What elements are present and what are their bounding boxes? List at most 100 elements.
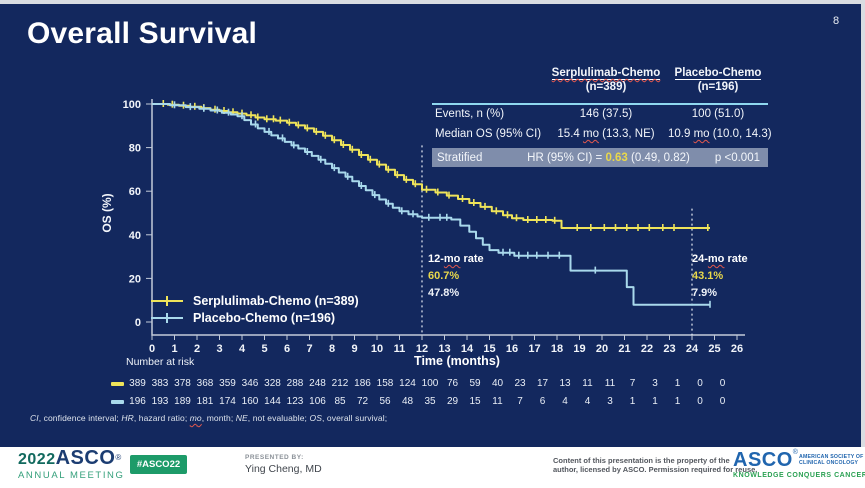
at-risk-value: 13 (559, 378, 571, 389)
at-risk-value: 11 (582, 378, 593, 389)
col-header-n: (n=196) (697, 81, 739, 93)
registered-mark: ® (115, 453, 122, 462)
p-value: p <0.001 (714, 151, 760, 164)
at-risk-marker (111, 400, 124, 404)
rate-placebo: 47.8% (428, 287, 460, 299)
text-segment: mo (693, 128, 710, 140)
text-segment: (13.3, NE) (598, 128, 655, 140)
x-tick-label: 15 (483, 343, 495, 355)
notice-line1: Content of this presentation is the prop… (553, 456, 730, 465)
x-tick-label: 11 (394, 343, 406, 355)
text-segment: NE (235, 413, 248, 423)
x-tick-label: 25 (708, 343, 720, 355)
stratified-hr-bar: Stratified HR (95% CI) = 0.63 (0.49, 0.8… (432, 148, 768, 167)
at-risk-value: 181 (196, 396, 214, 407)
at-risk-value: 59 (469, 378, 481, 389)
x-tick-label: 14 (461, 343, 474, 355)
x-tick-label: 18 (551, 343, 563, 355)
km-series-1 (152, 103, 710, 306)
col-header-n: (n=389) (585, 81, 627, 93)
text-segment: 15.4 (557, 128, 583, 140)
events-serplulimab: 146 (37.5) (579, 108, 633, 120)
km-chart: 0 1 2 3 4 5 6 7 8 9 10 11 12 13 14 15 16 17 18 19 20 21 22 23 24… (100, 99, 745, 355)
rate-placebo: 7.9% (692, 287, 718, 299)
text-segment: mo (707, 253, 725, 265)
at-risk-value: 100 (421, 378, 439, 389)
median-placebo: 10.9 mo (10.0, 14.3) (668, 128, 772, 140)
x-tick-label: 24 (686, 343, 699, 355)
x-tick-label: 12 (416, 343, 428, 355)
at-risk-value: 4 (584, 396, 591, 407)
legend-marker-line-icon (151, 295, 183, 306)
at-risk-value: 212 (331, 378, 349, 389)
x-tick-label: 17 (528, 343, 540, 355)
y-tick-label: 80 (129, 143, 141, 155)
hr-ci: (0.49, 0.82) (627, 151, 690, 164)
x-tick-label: 2 (194, 343, 200, 355)
y-tick-label: 100 (123, 99, 141, 111)
at-risk-value: 1 (629, 396, 636, 407)
at-risk-value: 346 (241, 378, 259, 389)
at-risk-value: 85 (334, 396, 346, 407)
text-segment: CI (30, 413, 39, 423)
at-risk-value: 248 (309, 378, 326, 389)
at-risk-value: 158 (376, 378, 394, 389)
at-risk-value: 124 (399, 378, 416, 389)
at-risk-value: 389 (129, 378, 146, 389)
annotation-12mo: 12-mo rate 60.7% 47.8% (428, 251, 484, 302)
table-rule (432, 103, 768, 105)
y-tick-label: 20 (129, 273, 141, 285)
page-number: 8 (832, 15, 840, 27)
text-segment: 12- (428, 253, 444, 265)
presented-by-label: PRESENTED BY: (245, 454, 304, 461)
presenter-name: Ying Cheng, MD (245, 463, 322, 475)
text-segment: (10.0, 14.3) (709, 128, 772, 140)
asco-annual-meeting-logo: 2022ASCO® ANNUAL MEETING (18, 448, 125, 483)
at-risk-marker (111, 382, 124, 386)
at-risk-value: 11 (604, 378, 616, 389)
table-row-median-os: Median OS (95% CI) 15.4 mo (13.3, NE) 10… (432, 128, 772, 140)
row-label: Median OS (95% CI) (435, 128, 542, 140)
at-risk-value: 359 (219, 378, 236, 389)
text-segment: Serplulimab-Chemo (551, 67, 661, 79)
x-tick-label: 10 (371, 343, 383, 355)
asco-logo: ASCO® (733, 449, 798, 472)
at-risk-value: 23 (514, 378, 526, 389)
x-axis-label: Time (months) (414, 354, 500, 368)
at-risk-value: 3 (607, 396, 613, 407)
at-risk-value: 288 (286, 378, 304, 389)
at-risk-value: 368 (196, 378, 214, 389)
y-tick-label: 60 (129, 186, 141, 198)
at-risk-value: 1 (652, 396, 658, 407)
number-at-risk-label: Number at risk (126, 356, 195, 368)
text-segment: rate (460, 253, 484, 265)
legend-item: Placebo-Chemo (n=196) (150, 309, 359, 326)
at-risk-value: 0 (697, 396, 703, 407)
slide-right-frame (861, 0, 865, 448)
at-risk-value: 11 (492, 396, 503, 407)
at-risk-value: 48 (401, 396, 414, 407)
registered-mark: ® (792, 449, 799, 456)
at-risk-value: 17 (536, 378, 549, 389)
text-segment: 24- (692, 253, 708, 265)
x-tick-label: 1 (171, 343, 177, 355)
society-line2: CLINICAL ONCOLOGY (799, 460, 859, 466)
footnote: CI, confidence interval; HR, hazard rati… (30, 413, 387, 423)
text-segment: OS (309, 413, 322, 423)
text-segment: , overall survival; (321, 413, 388, 423)
x-tick-label: 8 (329, 343, 335, 355)
rate-serplulimab: 43.1% (692, 270, 724, 282)
at-risk-value: 144 (264, 396, 281, 407)
x-tick-label: 5 (261, 343, 267, 355)
meeting-org: ASCO (55, 447, 116, 469)
x-tick-label: 6 (284, 343, 290, 355)
y-tick-label: 0 (135, 317, 141, 329)
text-segment: , confidence interval; (38, 413, 122, 423)
footer-bar: 2022ASCO® ANNUAL MEETING #ASCO22 PRESENT… (0, 447, 865, 488)
x-tick-label: 9 (351, 343, 357, 355)
at-risk-value: 1 (674, 378, 681, 389)
events-placebo: 100 (51.0) (691, 108, 745, 120)
x-tick-label: 4 (239, 343, 246, 355)
at-risk-value: 40 (491, 378, 504, 389)
